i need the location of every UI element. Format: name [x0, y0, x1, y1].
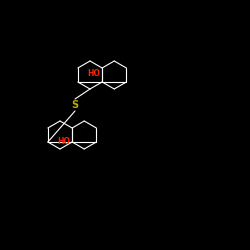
Text: HO: HO: [57, 138, 70, 146]
Text: HO: HO: [87, 69, 100, 78]
Text: S: S: [72, 100, 78, 110]
